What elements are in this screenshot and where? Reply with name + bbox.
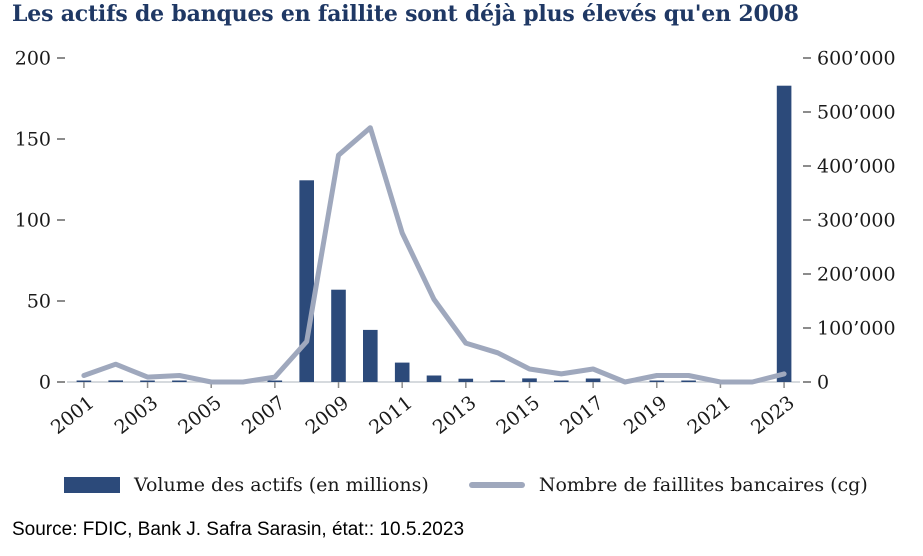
line-series-swatch [468, 482, 525, 488]
svg-text:2021: 2021 [683, 392, 735, 439]
chart-title: Les actifs de banques en faillite sont d… [12, 1, 799, 27]
svg-text:200: 200 [15, 48, 51, 70]
svg-text:2007: 2007 [238, 392, 290, 439]
chart-legend: Volume des actifs (en millions) Nombre d… [64, 474, 868, 496]
legend-item-failures: Nombre de faillites bancaires (cg) [468, 474, 868, 496]
svg-text:2005: 2005 [174, 392, 226, 439]
svg-text:2015: 2015 [492, 392, 544, 439]
svg-text:0: 0 [39, 372, 51, 394]
legend-label-assets: Volume des actifs (en millions) [134, 474, 429, 496]
svg-text:100’000: 100’000 [817, 318, 896, 340]
svg-text:300’000: 300’000 [817, 210, 896, 232]
bar-series-swatch [64, 477, 120, 493]
svg-text:50: 50 [27, 291, 51, 313]
svg-text:200’000: 200’000 [817, 264, 896, 286]
svg-text:2003: 2003 [111, 392, 163, 439]
chart-area: 0 50 100 150 200 0 100’000 200’000 300’000 400’00… [0, 30, 923, 460]
bank-failures-chart: 0 50 100 150 200 0 100’000 200’000 300’000 400’00… [15, 48, 896, 439]
svg-text:400’000: 400’000 [817, 156, 896, 178]
svg-text:2011: 2011 [365, 392, 417, 439]
svg-text:0: 0 [817, 372, 829, 394]
source-note: Source: FDIC, Bank J. Safra Sarasin, éta… [12, 519, 465, 540]
svg-text:2013: 2013 [429, 392, 481, 439]
svg-text:500’000: 500’000 [817, 102, 896, 124]
svg-text:150: 150 [15, 129, 51, 151]
svg-text:2017: 2017 [556, 392, 608, 439]
svg-text:600’000: 600’000 [817, 48, 896, 70]
svg-text:100: 100 [15, 210, 51, 232]
svg-text:2023: 2023 [747, 392, 799, 439]
svg-text:2001: 2001 [47, 392, 99, 439]
legend-label-failures: Nombre de faillites bancaires (cg) [538, 474, 868, 496]
svg-text:2019: 2019 [620, 392, 672, 439]
legend-item-assets: Volume des actifs (en millions) [64, 474, 429, 496]
svg-text:2009: 2009 [301, 392, 353, 439]
